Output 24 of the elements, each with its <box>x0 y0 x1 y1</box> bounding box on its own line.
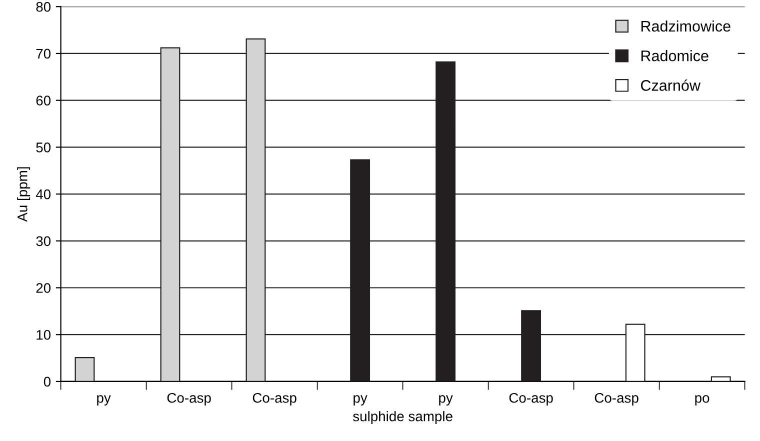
y-tick-label: 0 <box>44 376 51 387</box>
y-axis-title: Au [ppm] <box>17 167 30 222</box>
y-tick-label: 40 <box>36 189 51 200</box>
x-tick-label: po <box>695 395 710 406</box>
y-tick-label: 80 <box>36 2 51 12</box>
y-tick-label: 20 <box>36 283 51 293</box>
x-tick-label: Co-asp <box>167 392 211 406</box>
y-tick-label: 60 <box>36 96 51 106</box>
bar <box>74 357 95 382</box>
bar <box>710 376 731 382</box>
x-tick-label: Co-asp <box>594 392 638 406</box>
y-tick-label: 30 <box>36 236 51 246</box>
legend-label: Radzimowice <box>641 20 730 32</box>
x-tick-label: py <box>97 395 111 406</box>
y-tick-label: 10 <box>36 330 51 340</box>
x-tick-label: Co-asp <box>252 392 296 406</box>
y-tick-label: 70 <box>36 48 51 59</box>
x-tick-label: Co-asp <box>509 392 553 406</box>
x-tick-label: py <box>439 395 453 406</box>
legend-label: Czarnów <box>640 79 701 91</box>
x-axis-title: sulphide sample <box>353 411 452 424</box>
x-tick-label: py <box>354 395 368 406</box>
y-tick-label: 50 <box>36 142 51 152</box>
legend-label: Radomice <box>641 50 708 62</box>
